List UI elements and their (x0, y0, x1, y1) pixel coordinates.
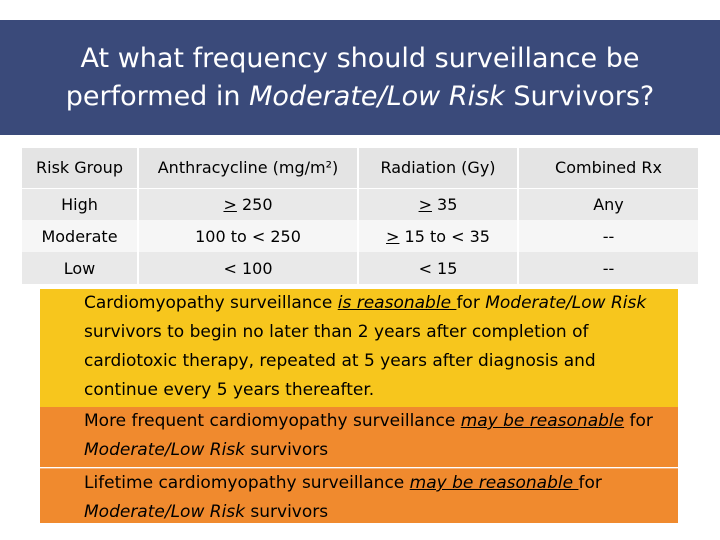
cell-combined-rx: -- (517, 220, 698, 252)
cell-anthracycline: < 100 (137, 252, 358, 284)
recommendation-1: Cardiomyopathy surveillance is reasonabl… (40, 289, 678, 407)
table-row-high: High > 250 > 35 Any (22, 188, 698, 220)
risk-group-table: Risk Group Anthracycline (mg/m²) Radiati… (22, 148, 698, 284)
recommendation-strength: is reasonable (337, 293, 457, 313)
header-risk-group: Risk Group (22, 148, 138, 188)
cell-radiation: > 35 (357, 188, 518, 220)
table-row-low: Low < 100 < 15 -- (22, 252, 698, 284)
header-anthracycline: Anthracycline (mg/m²) (137, 148, 358, 188)
title-line-2-prefix: performed in (65, 80, 250, 112)
header-combined-rx: Combined Rx (517, 148, 698, 188)
cell-combined-rx: -- (517, 252, 698, 284)
cell-risk-group: High (22, 188, 138, 220)
table-row-moderate: Moderate 100 to < 250 > 15 to < 35 -- (22, 220, 698, 252)
recommendation-strength: may be reasonable (409, 473, 579, 493)
table-header-row: Risk Group Anthracycline (mg/m²) Radiati… (22, 148, 698, 188)
cell-radiation: < 15 (357, 252, 518, 284)
cell-combined-rx: Any (517, 188, 698, 220)
title-line-2-emphasis: Moderate/Low Risk (249, 80, 505, 112)
recommendation-strength: may be reasonable (460, 411, 625, 431)
header-radiation: Radiation (Gy) (357, 148, 518, 188)
cell-radiation: > 15 to < 35 (357, 220, 518, 252)
title-banner: At what frequency should surveillance be… (0, 20, 720, 135)
title-line-1: At what frequency should surveillance be (80, 42, 640, 74)
cell-risk-group: Moderate (22, 220, 138, 252)
cell-risk-group: Low (22, 252, 138, 284)
title-line-2-suffix: Survivors? (504, 80, 655, 112)
cell-anthracycline: > 250 (137, 188, 358, 220)
page-title: At what frequency should surveillance be… (66, 40, 654, 116)
cell-anthracycline: 100 to < 250 (137, 220, 358, 252)
recommendation-3: Lifetime cardiomyopathy surveillance may… (40, 468, 678, 523)
recommendation-2: More frequent cardiomyopathy surveillanc… (40, 407, 678, 467)
